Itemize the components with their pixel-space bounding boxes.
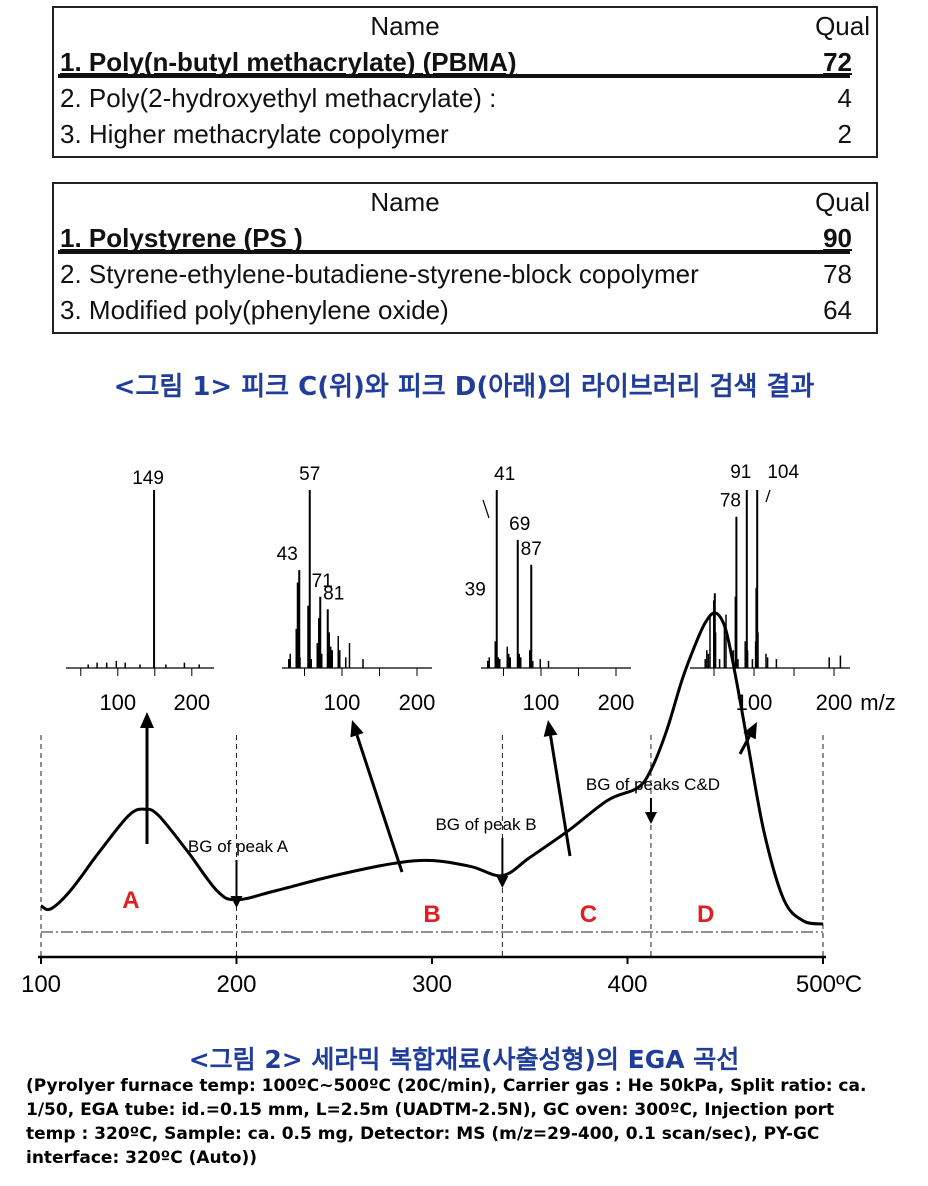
spectrum-tick-label: 100: [523, 690, 560, 715]
header-qual: Qual: [815, 187, 870, 217]
row-qual: 4: [837, 83, 852, 113]
label-leader-line: [482, 499, 490, 519]
spectrum-tick-label: 100: [99, 690, 136, 715]
table-header: Name Qual: [54, 184, 876, 220]
library-search-table-peak-d: Name Qual 1. Polystyrene (PS ) 90 2. Sty…: [52, 182, 878, 334]
table-row: 3. Modified poly(phenylene oxide) 64: [54, 292, 876, 328]
x-tick-label: 200: [216, 971, 256, 998]
header-qual: Qual: [815, 11, 870, 41]
spectrum-arrow-shaft: [738, 735, 751, 755]
spectrum-peak-label: 69: [509, 514, 530, 535]
spectrum-arrow-head: [543, 720, 558, 737]
table-row: 2. Poly(2-hydroxyethyl methacrylate) : 4: [54, 80, 876, 116]
spectrum-tick-label: 200: [598, 690, 635, 715]
spectrum-peak-label: 91: [730, 462, 751, 483]
spectrum-tick-label: 100: [736, 690, 773, 715]
row-name: 2. Poly(2-hydroxyethyl methacrylate) :: [60, 83, 497, 113]
table-row: 1. Polystyrene (PS ) 90: [54, 220, 876, 256]
x-tick-label: 300: [412, 971, 452, 998]
x-tick-label: 400: [607, 971, 647, 998]
row-qual: 2: [837, 119, 852, 149]
top-hit-underline: [58, 250, 850, 254]
bg-annotation: BG of peaks C&D: [586, 775, 720, 794]
spectrum-tick-label: 200: [816, 690, 853, 715]
header-name: Name: [370, 187, 440, 217]
bg-arrow-head: [496, 876, 509, 888]
spectrum-tick-label: 200: [173, 690, 210, 715]
figure-2-caption: <그림 2> 세라믹 복합재료(사출성형)의 EGA 곡선: [188, 1045, 740, 1074]
row-name: 2. Styrene-ethylene-butadiene-styrene-bl…: [60, 259, 699, 289]
spectrum-arrow-head: [350, 720, 364, 738]
spectrum-peak-label: 41: [494, 464, 515, 485]
row-qual: 64: [823, 295, 852, 325]
spectrum-arrow-shaft: [355, 734, 404, 873]
row-name: 3. Modified poly(phenylene oxide): [60, 295, 449, 325]
spectrum-peak-label: 87: [521, 539, 542, 560]
table-row: 1. Poly(n-butyl methacrylate) (PBMA) 72: [54, 44, 876, 80]
bg-arrow-head: [644, 812, 657, 824]
spectrum-peak-label: 78: [720, 491, 741, 512]
row-qual: 78: [823, 259, 852, 289]
condition-line: 1/50, EGA tube: id.=0.15 mm, L=2.5m (UAD…: [26, 1100, 835, 1120]
spectrum-axis-label: m/z: [860, 690, 895, 715]
spectrum-tick-label: 200: [399, 690, 436, 715]
top-hit-underline: [58, 74, 850, 78]
condition-line: interface: 320ºC (Auto)): [26, 1148, 258, 1168]
bg-annotation: BG of peak B: [435, 815, 536, 834]
condition-line: (Pyrolyer furnace temp: 100ºC~500ºC (20C…: [26, 1076, 867, 1096]
spectrum-peak-label: 43: [277, 544, 298, 565]
peak-label-d: D: [697, 901, 714, 928]
spectrum-peak-label: 104: [767, 462, 799, 483]
spectrum-peak-label: 149: [132, 468, 164, 489]
condition-line: temp : 320ºC, Sample: ca. 0.5 mg, Detect…: [26, 1124, 820, 1144]
ega-curve: [40, 611, 824, 926]
spectrum-peak-label: 39: [465, 579, 486, 600]
ega-chart: 100 200 300 400 500ºC A B C D BG of peak A BG of p…: [21, 462, 896, 998]
spectrum-peak-label: 57: [299, 464, 320, 485]
figure-1-caption: <그림 1> 피크 C(위)와 피크 D(아래)의 라이브러리 검색 결과: [113, 372, 815, 402]
row-name: 3. Higher methacrylate copolymer: [60, 119, 449, 149]
x-tick-label: 500ºC: [796, 971, 862, 998]
label-leader-line: [765, 489, 771, 503]
spectrum-tick-label: 100: [324, 690, 361, 715]
row-name: 1. Polystyrene (PS ): [60, 223, 303, 253]
spectrum-arrow-shaft: [549, 735, 572, 857]
table-header: Name Qual: [54, 8, 876, 44]
experimental-conditions: (Pyrolyer furnace temp: 100ºC~500ºC (20C…: [26, 1074, 906, 1170]
spectrum-arrow-head: [743, 722, 757, 740]
row-qual: 90: [823, 223, 852, 253]
row-name: 1. Poly(n-butyl methacrylate) (PBMA): [60, 47, 517, 77]
peak-label-a: A: [122, 887, 139, 914]
header-name: Name: [370, 11, 440, 41]
library-search-table-peak-c: Name Qual 1. Poly(n-butyl methacrylate) …: [52, 6, 878, 158]
spectrum-peak-label: 71: [312, 571, 333, 592]
bg-arrow-head: [230, 896, 243, 908]
bg-annotation: BG of peak A: [188, 837, 289, 856]
spectrum-arrow-head: [140, 712, 154, 728]
peak-label-c: C: [580, 901, 597, 928]
spectrum-peak-label: 81: [323, 583, 344, 604]
table-row: 2. Styrene-ethylene-butadiene-styrene-bl…: [54, 256, 876, 292]
peak-label-b: B: [423, 901, 440, 928]
x-tick-label: 100: [21, 971, 61, 998]
table-row: 3. Higher methacrylate copolymer 2: [54, 116, 876, 152]
row-qual: 72: [823, 47, 852, 77]
